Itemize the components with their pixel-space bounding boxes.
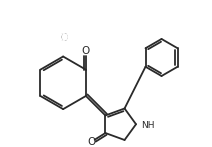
Text: O: O bbox=[59, 33, 67, 43]
Text: NH: NH bbox=[141, 121, 154, 130]
Text: O: O bbox=[82, 46, 90, 56]
Text: O: O bbox=[59, 33, 68, 43]
Text: O: O bbox=[88, 137, 96, 147]
